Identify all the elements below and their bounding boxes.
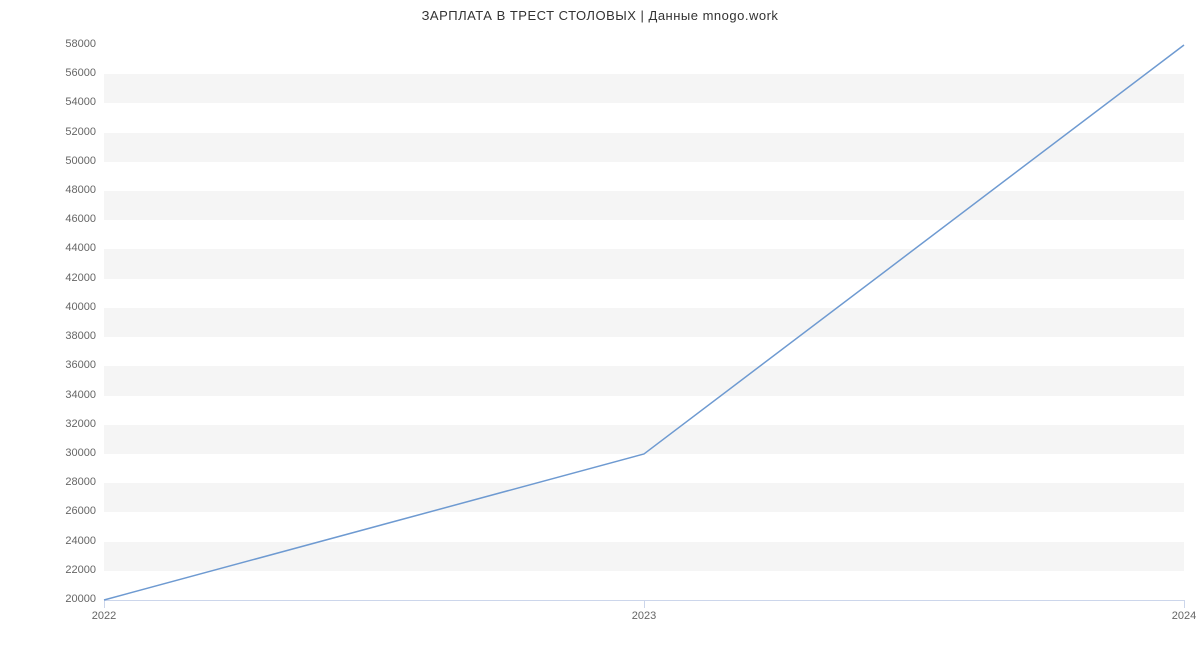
- y-tick-label: 30000: [36, 447, 96, 459]
- x-tick-label: 2024: [1172, 610, 1196, 622]
- y-tick-label: 24000: [36, 535, 96, 547]
- y-tick-label: 50000: [36, 155, 96, 167]
- y-tick-label: 54000: [36, 96, 96, 108]
- salary-line-chart: ЗАРПЛАТА В ТРЕСТ СТОЛОВЫХ | Данные mnogo…: [0, 0, 1200, 650]
- x-tick-label: 2023: [632, 610, 656, 622]
- y-tick-label: 34000: [36, 389, 96, 401]
- y-tick-label: 22000: [36, 564, 96, 576]
- x-tick-label: 2022: [92, 610, 116, 622]
- y-tick-label: 56000: [36, 67, 96, 79]
- plot-area: 2000022000240002600028000300003200034000…: [104, 45, 1184, 600]
- y-tick-label: 42000: [36, 272, 96, 284]
- y-tick-label: 20000: [36, 593, 96, 605]
- y-tick-label: 48000: [36, 184, 96, 196]
- y-tick-label: 58000: [36, 38, 96, 50]
- x-tick: [1184, 600, 1185, 608]
- y-tick-label: 36000: [36, 359, 96, 371]
- y-tick-label: 26000: [36, 505, 96, 517]
- y-tick-label: 28000: [36, 476, 96, 488]
- x-tick: [104, 600, 105, 608]
- series-path: [104, 45, 1184, 600]
- x-tick: [644, 600, 645, 608]
- y-tick-label: 52000: [36, 126, 96, 138]
- y-tick-label: 32000: [36, 418, 96, 430]
- y-tick-label: 44000: [36, 242, 96, 254]
- y-tick-label: 46000: [36, 213, 96, 225]
- chart-title: ЗАРПЛАТА В ТРЕСТ СТОЛОВЫХ | Данные mnogo…: [0, 8, 1200, 23]
- y-tick-label: 38000: [36, 330, 96, 342]
- line-series: [104, 45, 1184, 600]
- y-tick-label: 40000: [36, 301, 96, 313]
